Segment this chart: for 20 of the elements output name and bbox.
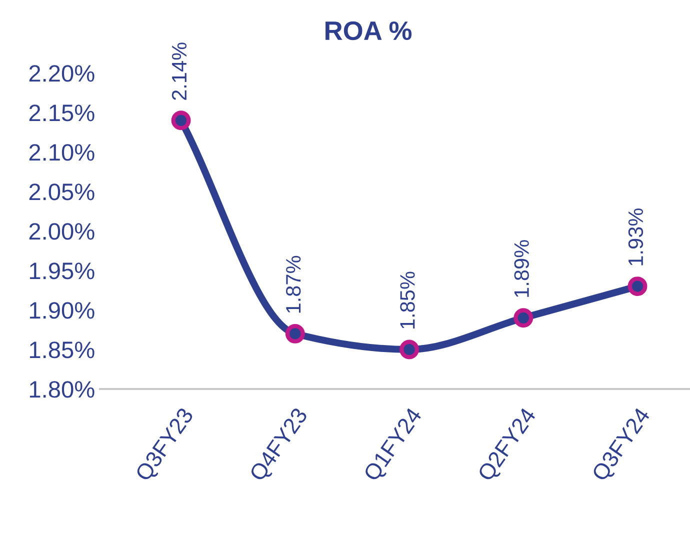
data-label: 1.89%: [514, 240, 529, 297]
y-tick-label: 2.00%: [29, 223, 94, 240]
chart-title: ROA %: [326, 21, 412, 40]
data-label: 1.93%: [628, 208, 644, 266]
point: [400, 340, 419, 360]
point: [628, 276, 648, 296]
y-tick-label: 1.90%: [30, 302, 94, 319]
data-label: 1.85%: [400, 272, 415, 328]
y-tick-label: 2.20%: [29, 65, 94, 82]
y-tick-label: 2.05%: [29, 184, 94, 200]
point: [171, 110, 191, 130]
y-tick-label: 2.10%: [29, 144, 94, 161]
data-label: 1.87%: [286, 256, 301, 313]
y-tick-label: 2.15%: [29, 104, 94, 122]
y-tick-label: 1.85%: [30, 342, 94, 358]
point: [514, 308, 534, 328]
y-tick-label: 1.80%: [30, 381, 94, 398]
data-label: 2.14%: [172, 42, 187, 100]
point: [285, 324, 305, 344]
y-tick-label: 1.95%: [30, 262, 94, 280]
